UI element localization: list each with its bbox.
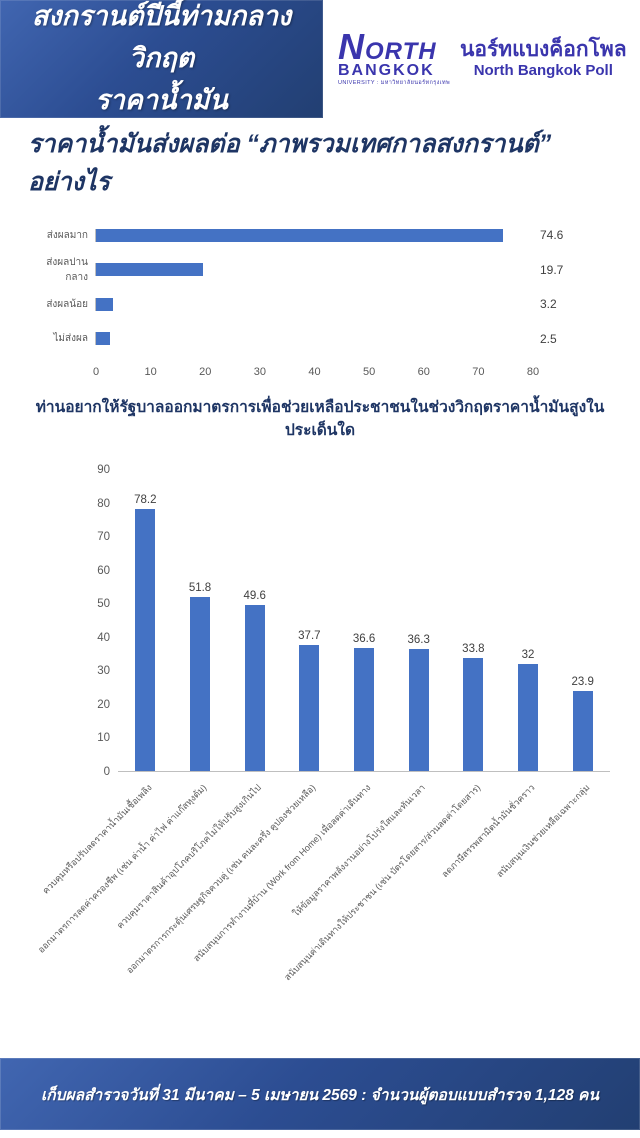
poll-name-english: North Bangkok Poll <box>473 62 613 80</box>
chart2-data-label: 23.9 <box>571 675 594 688</box>
chart2-data-label: 78.2 <box>134 493 157 506</box>
chart2-bar-slot: 33.8 <box>446 470 501 771</box>
survey-methodology-note: เก็บผลสำรวจวันที่ 31 มีนาคม – 5 เมษายน 2… <box>41 1086 599 1104</box>
chart1-x-tick: 0 <box>92 366 100 378</box>
chart2-y-tick: 40 <box>97 631 110 644</box>
chart2-y-tick: 10 <box>97 732 110 745</box>
chart2-bar <box>135 508 156 771</box>
chart2-category-label: สนับสนุนเงินช่วยเหลือเฉพาะกลุ่ม <box>494 782 592 880</box>
chart1-category-label: ส่งผลน้อย <box>46 298 88 310</box>
chart2-y-tick: 70 <box>97 531 110 544</box>
chart2-y-tick: 0 <box>103 766 110 778</box>
chart2-category-label: ควบคุมหรือปรับลดราคาน้ำมันเชื้อเพลิง <box>40 782 154 896</box>
chart2-bar-slot: 36.6 <box>337 470 392 771</box>
organization-logo: NORTH BANGKOK UNIVERSITY : มหาวิทยาลัยนอ… <box>338 16 634 100</box>
chart2-y-tick: 80 <box>97 497 110 510</box>
chart1-data-label: 3.2 <box>540 297 557 312</box>
chart2-plot-area: 78.2 51.8 49.6 37.7 36.6 36.3 33.8 32 23.9 <box>118 470 610 772</box>
chart2-data-label: 51.8 <box>188 582 212 595</box>
question2-title: ท่านอยากให้รัฐบาลออกมาตรการเพื่อช่วยเหลื… <box>35 399 605 440</box>
poster-title-line2: ราคาน้ำมัน <box>95 84 228 115</box>
chart1-bar-row: ส่งผลปานกลาง 19.7 <box>25 253 617 288</box>
chart2-bar-slot: 23.9 <box>555 470 610 771</box>
chart2-data-label: 36.3 <box>407 634 430 647</box>
logo-tagline: UNIVERSITY : มหาวิทยาลัยนอร์ทกรุงเทพ <box>338 80 450 87</box>
chart2-bar-slot: 51.8 <box>173 470 228 771</box>
chart1-x-tick: 60 <box>417 366 430 378</box>
question1-title: ราคาน้ำมันส่งผลต่อ “ภาพรวมเทศกาลสงกรานต์… <box>28 130 552 196</box>
poster-title-line1: สงกรานต์ปีนี้ท่ามกลางวิกฤต <box>31 1 292 74</box>
chart2-y-axis: 0 10 20 30 40 50 60 70 80 90 <box>30 464 110 778</box>
chart1-bar-track <box>95 297 532 311</box>
chart1-x-tick: 40 <box>308 366 321 378</box>
chart1-category-label: ส่งผลปานกลาง <box>46 256 88 283</box>
chart2-bar-slot: 37.7 <box>282 470 337 771</box>
measures-bar-chart: 0 10 20 30 40 50 60 70 80 90 78.2 51.8 49.6 37.7 36.6… <box>30 455 616 1055</box>
logo-name-top: NORTH <box>338 26 437 68</box>
chart1-bar <box>96 263 204 277</box>
footer-banner: เก็บผลสำรวจวันที่ 31 มีนาคม – 5 เมษายน 2… <box>0 1058 640 1130</box>
poll-name-thai: นอร์ทแบงค็อกโพล <box>460 37 627 61</box>
chart2-data-label: 33.8 <box>462 642 485 655</box>
chart2-y-tick: 60 <box>97 564 110 577</box>
north-bangkok-logo-icon: NORTH BANGKOK UNIVERSITY : มหาวิทยาลัยนอ… <box>338 26 450 87</box>
chart2-bar <box>354 648 375 771</box>
logo-name-bottom: BANGKOK <box>338 62 435 80</box>
chart1-bar-track <box>95 263 532 277</box>
chart2-data-label: 32 <box>521 648 535 661</box>
chart2-category-label: ลดภาษีสรรพสามิตน้ำมันชั่วคราว <box>439 782 537 880</box>
chart2-category-labels: ควบคุมหรือปรับลดราคาน้ำมันเชื้อเพลิง ออกม… <box>36 773 610 1051</box>
chart1-bar <box>96 332 110 346</box>
chart1-x-tick: 10 <box>144 366 157 378</box>
chart2-bar <box>244 604 265 771</box>
chart1-x-tick: 80 <box>526 366 540 378</box>
chart1-x-tick: 20 <box>199 366 212 378</box>
chart1-x-tick: 70 <box>472 366 485 378</box>
chart2-bar-slot: 49.6 <box>227 470 282 771</box>
poll-brand-text: นอร์ทแบงค็อกโพล North Bangkok Poll <box>460 37 627 79</box>
chart1-bar-row: ส่งผลมาก 74.6 <box>25 218 617 253</box>
impact-bar-chart: ไม่ส่งผล 2.5 ส่งผลน้อย 3.2 ส่งผลปานกลาง 19.7 ส… <box>25 218 617 386</box>
chart1-bar-row: ไม่ส่งผล 2.5 <box>25 322 617 357</box>
chart2-bar <box>299 644 320 771</box>
chart2-y-tick: 90 <box>97 464 110 476</box>
chart2-bar <box>572 690 593 771</box>
chart1-data-label: 2.5 <box>540 331 557 346</box>
chart1-data-label: 19.7 <box>540 262 564 277</box>
chart1-bar-track <box>95 332 532 346</box>
chart1-x-tick: 50 <box>363 366 376 378</box>
header-banner: สงกรานต์ปีนี้ท่ามกลางวิกฤต ราคาน้ำมัน <box>0 0 323 118</box>
chart1-x-tick: 30 <box>253 366 266 378</box>
chart2-bar-slot: 36.3 <box>391 470 446 771</box>
chart2-bar <box>518 663 539 771</box>
chart1-bar-track <box>95 228 532 242</box>
chart2-data-label: 36.6 <box>352 633 376 646</box>
chart2-category-label: ออกมาตรการกระตุ้นเศรษฐกิจควบคู่ (เช่น คน… <box>124 782 318 976</box>
chart1-rows: ไม่ส่งผล 2.5 ส่งผลน้อย 3.2 ส่งผลปานกลาง 19.7 ส… <box>25 218 617 356</box>
chart2-bar-slot: 32 <box>501 470 556 771</box>
chart2-bar <box>463 657 484 771</box>
chart2-bar-slot: 78.2 <box>118 470 173 771</box>
chart2-bar <box>190 597 210 771</box>
chart2-category-label: สนับสนุนค่าเดินทางให้ประชาชน (เช่น บัตรโ… <box>281 782 482 983</box>
chart2-bar <box>408 649 429 771</box>
chart2-data-label: 37.7 <box>298 629 321 642</box>
chart1-category-label: ส่งผลมาก <box>46 229 88 241</box>
chart1-category-label: ไม่ส่งผล <box>53 333 88 345</box>
chart2-y-tick: 30 <box>97 665 110 678</box>
chart1-x-axis: 0 10 20 30 40 50 60 70 80 <box>92 366 539 382</box>
chart1-bar <box>96 228 503 242</box>
chart2-y-tick: 20 <box>97 698 110 711</box>
chart2-data-label: 49.6 <box>243 589 266 602</box>
chart1-data-label: 74.6 <box>540 228 564 243</box>
chart2-y-tick: 50 <box>97 598 110 611</box>
chart1-bar-row: ส่งผลน้อย 3.2 <box>25 287 617 322</box>
poster-title: สงกรานต์ปีนี้ท่ามกลางวิกฤต ราคาน้ำมัน <box>0 0 323 122</box>
chart1-bar <box>96 297 114 311</box>
